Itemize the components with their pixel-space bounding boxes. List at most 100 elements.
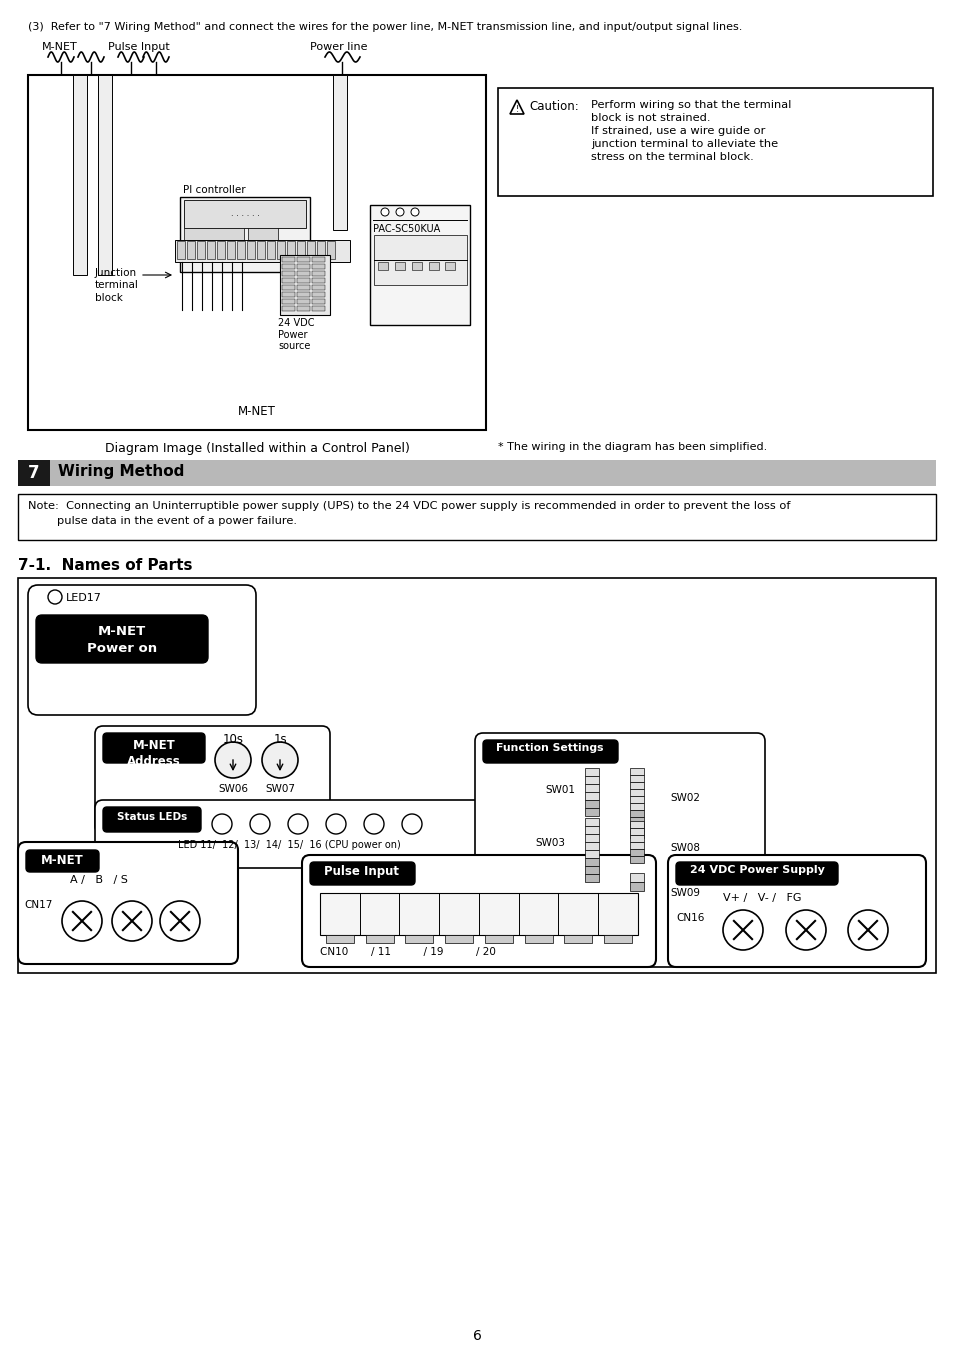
Bar [296, 263, 310, 269]
Text: 24 VDC Power Supply: 24 VDC Power Supply [689, 865, 823, 875]
Text: M-NET
Address: M-NET Address [127, 739, 181, 767]
FancyBboxPatch shape [36, 615, 208, 663]
FancyBboxPatch shape [667, 855, 925, 967]
Bar [377, 262, 388, 270]
Bar [629, 821, 643, 828]
Text: (3)  Refer to "7 Wiring Method" and connect the wires for the power line, M-NET : (3) Refer to "7 Wiring Method" and conne… [28, 22, 741, 32]
Text: Diagram Image (Installed within a Control Panel): Diagram Image (Installed within a Contro… [105, 442, 409, 455]
Bar [312, 272, 325, 276]
Bar [629, 857, 643, 863]
Text: PAC-SC50KUA: PAC-SC50KUA [373, 224, 439, 234]
Bar [312, 285, 325, 290]
Circle shape [62, 901, 102, 942]
Bar [276, 240, 285, 259]
Bar [280, 255, 330, 315]
Bar [584, 858, 598, 866]
Circle shape [212, 815, 232, 834]
Bar [497, 88, 932, 196]
Circle shape [722, 911, 762, 950]
Text: Caution:: Caution: [529, 100, 578, 113]
Bar [296, 272, 310, 276]
Bar [395, 262, 405, 270]
Bar [629, 882, 643, 892]
Bar [282, 278, 294, 282]
Bar [629, 848, 643, 857]
Bar [584, 792, 598, 800]
Bar [207, 240, 214, 259]
Bar [236, 240, 245, 259]
Bar [365, 935, 394, 943]
Text: PI controller: PI controller [183, 185, 245, 195]
Text: Pulse Input: Pulse Input [108, 42, 170, 51]
FancyBboxPatch shape [676, 862, 837, 885]
Bar [584, 808, 598, 816]
Text: CN16: CN16 [676, 913, 703, 923]
Text: 24 VDC
Power
source: 24 VDC Power source [277, 317, 314, 351]
Circle shape [214, 742, 251, 778]
Text: SW08: SW08 [669, 843, 700, 852]
Text: SW02: SW02 [669, 793, 700, 802]
Bar [180, 197, 310, 272]
Bar [327, 240, 335, 259]
Bar [584, 775, 598, 784]
Bar [227, 240, 234, 259]
Bar [98, 76, 112, 276]
Bar [584, 784, 598, 792]
Bar [412, 262, 421, 270]
Bar [282, 299, 294, 304]
Text: SW03: SW03 [535, 838, 564, 848]
Bar [184, 228, 244, 240]
Circle shape [288, 815, 308, 834]
Bar [405, 935, 433, 943]
Bar [629, 873, 643, 882]
Text: 7-1.  Names of Parts: 7-1. Names of Parts [18, 558, 193, 573]
Bar [584, 817, 598, 825]
Bar [267, 240, 274, 259]
Bar [629, 802, 643, 811]
Bar [196, 240, 205, 259]
Text: If strained, use a wire guide or: If strained, use a wire guide or [590, 126, 764, 136]
Bar [256, 240, 265, 259]
Text: V+ /   V- /   FG: V+ / V- / FG [722, 893, 801, 902]
Bar [18, 459, 50, 486]
Bar [584, 767, 598, 775]
Bar [73, 76, 87, 276]
Circle shape [112, 901, 152, 942]
Bar [603, 935, 632, 943]
Bar [629, 811, 643, 817]
Bar [282, 305, 294, 311]
Bar [629, 817, 643, 824]
Bar [287, 240, 294, 259]
Bar [444, 262, 455, 270]
Circle shape [401, 815, 421, 834]
Bar [248, 228, 277, 240]
Bar [584, 842, 598, 850]
Bar [296, 292, 310, 297]
Bar [296, 299, 310, 304]
Text: · · · · · ·: · · · · · · [231, 212, 259, 222]
FancyBboxPatch shape [95, 800, 484, 867]
FancyBboxPatch shape [28, 585, 255, 715]
Bar [216, 240, 225, 259]
Text: junction terminal to alleviate the: junction terminal to alleviate the [590, 139, 778, 149]
Bar [282, 292, 294, 297]
Text: A /   B   / S: A / B / S [70, 875, 128, 885]
Text: stress on the terminal block.: stress on the terminal block. [590, 153, 753, 162]
Bar [629, 842, 643, 848]
Text: 6: 6 [472, 1329, 481, 1343]
Text: Power line: Power line [310, 42, 367, 51]
Bar [564, 935, 592, 943]
Bar [247, 240, 254, 259]
Bar [374, 235, 467, 285]
Circle shape [395, 208, 403, 216]
Text: M-NET: M-NET [238, 405, 275, 417]
Bar [629, 775, 643, 782]
Circle shape [160, 901, 200, 942]
Bar [333, 76, 347, 230]
Circle shape [326, 815, 346, 834]
Bar [177, 240, 185, 259]
Bar [174, 240, 350, 262]
Text: Note:  Connecting an Uninterruptible power supply (UPS) to the 24 VDC power supp: Note: Connecting an Uninterruptible powe… [28, 501, 790, 511]
Bar [584, 834, 598, 842]
FancyBboxPatch shape [482, 740, 618, 763]
